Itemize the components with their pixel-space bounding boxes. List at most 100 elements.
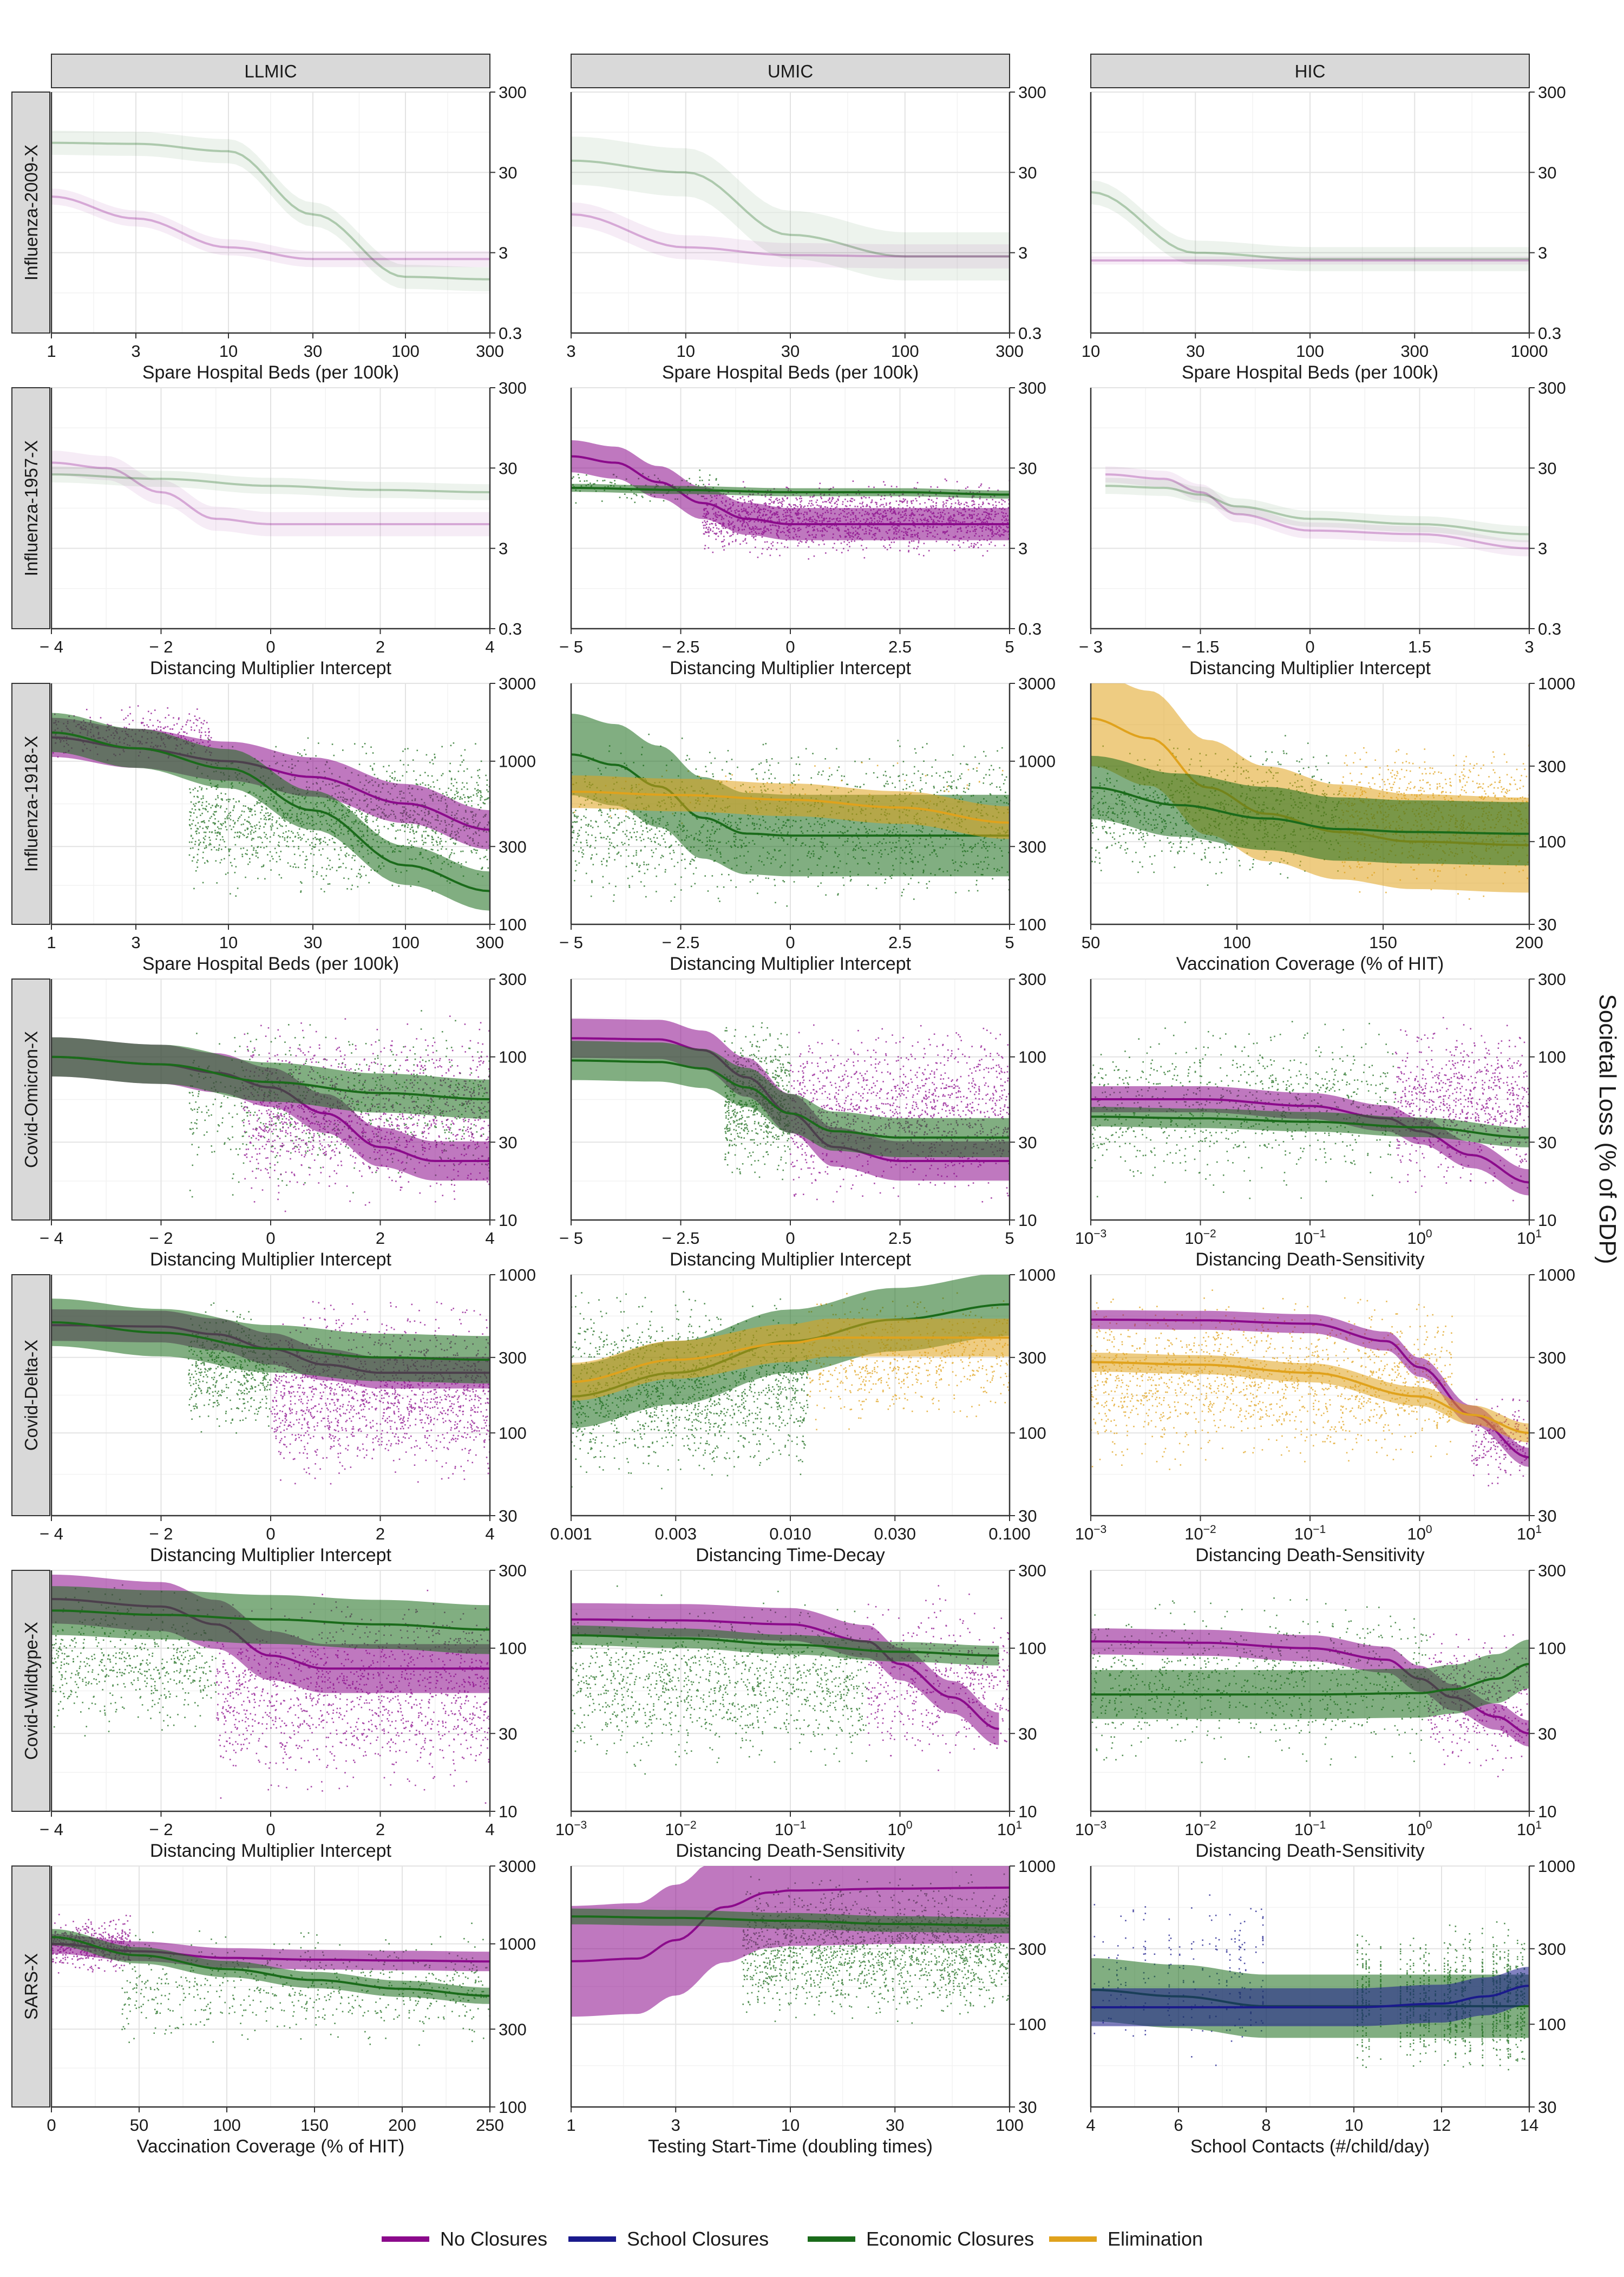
scatter-point [462, 851, 464, 852]
scatter-point [311, 848, 313, 850]
scatter-point [407, 748, 409, 749]
scatter-point [433, 844, 434, 846]
scatter-point [948, 498, 950, 499]
scatter-point [464, 797, 466, 798]
scatter-point [372, 769, 374, 771]
scatter-point [718, 528, 719, 530]
scatter-point [467, 796, 469, 798]
y-tick-label: 300 [1538, 83, 1566, 102]
scatter-point [198, 844, 200, 846]
scatter-point [302, 838, 303, 839]
scatter-point [585, 824, 587, 826]
scatter-point [215, 832, 217, 834]
scatter-point [294, 863, 296, 865]
scatter-point [713, 533, 715, 534]
scatter-point [816, 505, 818, 506]
scatter-point [402, 775, 404, 777]
scatter-point [192, 860, 193, 862]
row-strip-label: Influenza-1918-X [21, 736, 41, 872]
scatter-point [963, 542, 965, 544]
scatter-point [807, 505, 809, 507]
scatter-point [263, 826, 265, 828]
scatter-point [299, 855, 301, 857]
scatter-point [326, 868, 328, 870]
scatter-point [397, 830, 399, 831]
scatter-point [428, 835, 429, 837]
scatter-point [215, 806, 217, 807]
scatter-point [217, 835, 218, 837]
scatter-point [221, 859, 222, 861]
scatter-point [735, 539, 737, 540]
scatter-point [202, 723, 204, 725]
scatter-point [853, 480, 854, 482]
scatter-point [765, 503, 767, 504]
scatter-point [818, 505, 820, 507]
scatter-point [362, 813, 363, 814]
scatter-point [259, 836, 261, 838]
scatter-point [699, 480, 701, 481]
scatter-point [323, 840, 324, 842]
scatter-point [621, 821, 623, 823]
scatter-point [476, 850, 478, 851]
scatter-point [824, 758, 826, 760]
scatter-point [816, 501, 817, 503]
scatter-point [253, 847, 254, 849]
scatter-point [454, 794, 456, 795]
scatter-point [246, 853, 248, 855]
scatter-point [877, 777, 879, 778]
scatter-point [446, 792, 447, 793]
scatter-point [779, 555, 781, 557]
scatter-point [744, 499, 745, 501]
scatter-point [843, 775, 845, 777]
scatter-point [796, 764, 797, 765]
scatter-point [886, 504, 887, 506]
scatter-point [266, 846, 267, 847]
scatter-point [343, 863, 344, 864]
scatter-point [795, 498, 797, 499]
scatter-point [276, 820, 278, 822]
scatter-point [659, 831, 660, 832]
scatter-point [670, 853, 671, 854]
scatter-point [152, 725, 154, 727]
scatter-point [908, 545, 909, 547]
scatter-point [644, 885, 645, 887]
scatter-point [206, 845, 207, 847]
scatter-point [225, 846, 226, 848]
x-tick-label: − 3 [1079, 637, 1103, 656]
scatter-point [210, 807, 212, 808]
scatter-point [471, 800, 473, 802]
scatter-point [264, 878, 266, 880]
scatter-point [789, 504, 790, 505]
scatter-point [603, 837, 605, 838]
scatter-point [434, 757, 436, 759]
scatter-point [828, 779, 829, 781]
scatter-point [206, 788, 208, 790]
scatter-point [268, 815, 270, 817]
scatter-point [876, 506, 878, 508]
scatter-point [977, 542, 979, 544]
scatter-point [300, 890, 302, 892]
x-tick-label: 10 [677, 342, 695, 361]
scatter-point [167, 707, 168, 709]
scatter-point [920, 791, 921, 793]
scatter-point [272, 824, 273, 825]
scatter-point [433, 781, 434, 783]
x-tick-label: 100 [391, 933, 420, 952]
scatter-point [198, 822, 199, 824]
y-tick-label: 3 [1538, 244, 1547, 263]
scatter-point [416, 784, 417, 785]
scatter-point [722, 541, 724, 543]
scatter-point [189, 841, 191, 843]
scatter-point [260, 846, 261, 848]
scatter-point [284, 839, 286, 841]
scatter-point [636, 836, 637, 838]
scatter-point [257, 878, 259, 879]
scatter-point [191, 836, 192, 837]
scatter-point [273, 832, 275, 834]
scatter-point [235, 844, 237, 846]
scatter-point [964, 504, 965, 505]
scatter-point [400, 830, 401, 831]
scatter-point [361, 817, 363, 818]
scatter-point [813, 541, 814, 543]
